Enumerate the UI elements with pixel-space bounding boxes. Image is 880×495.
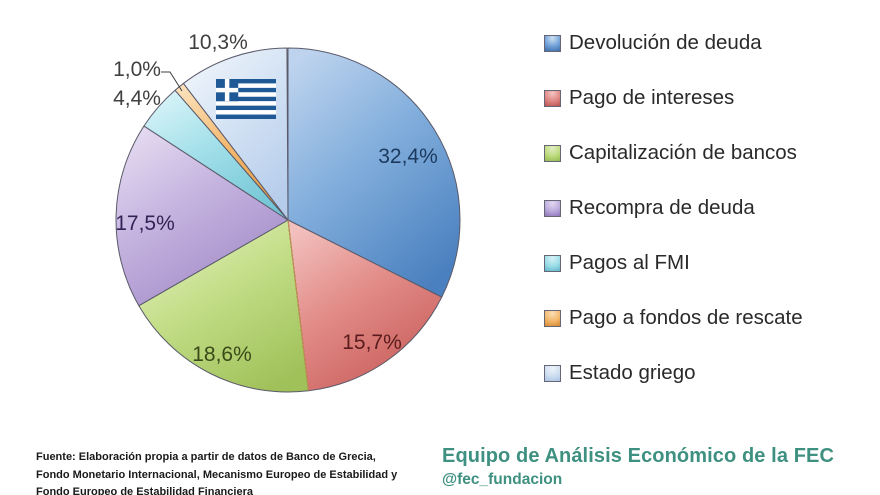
svg-text:10,3%: 10,3% <box>188 31 248 54</box>
svg-text:4,4%: 4,4% <box>113 87 161 110</box>
svg-text:18,6%: 18,6% <box>192 343 252 366</box>
svg-text:32,4%: 32,4% <box>378 145 438 168</box>
svg-text:17,5%: 17,5% <box>115 212 175 235</box>
svg-text:15,7%: 15,7% <box>342 331 402 354</box>
svg-text:1,0%: 1,0% <box>113 58 161 81</box>
